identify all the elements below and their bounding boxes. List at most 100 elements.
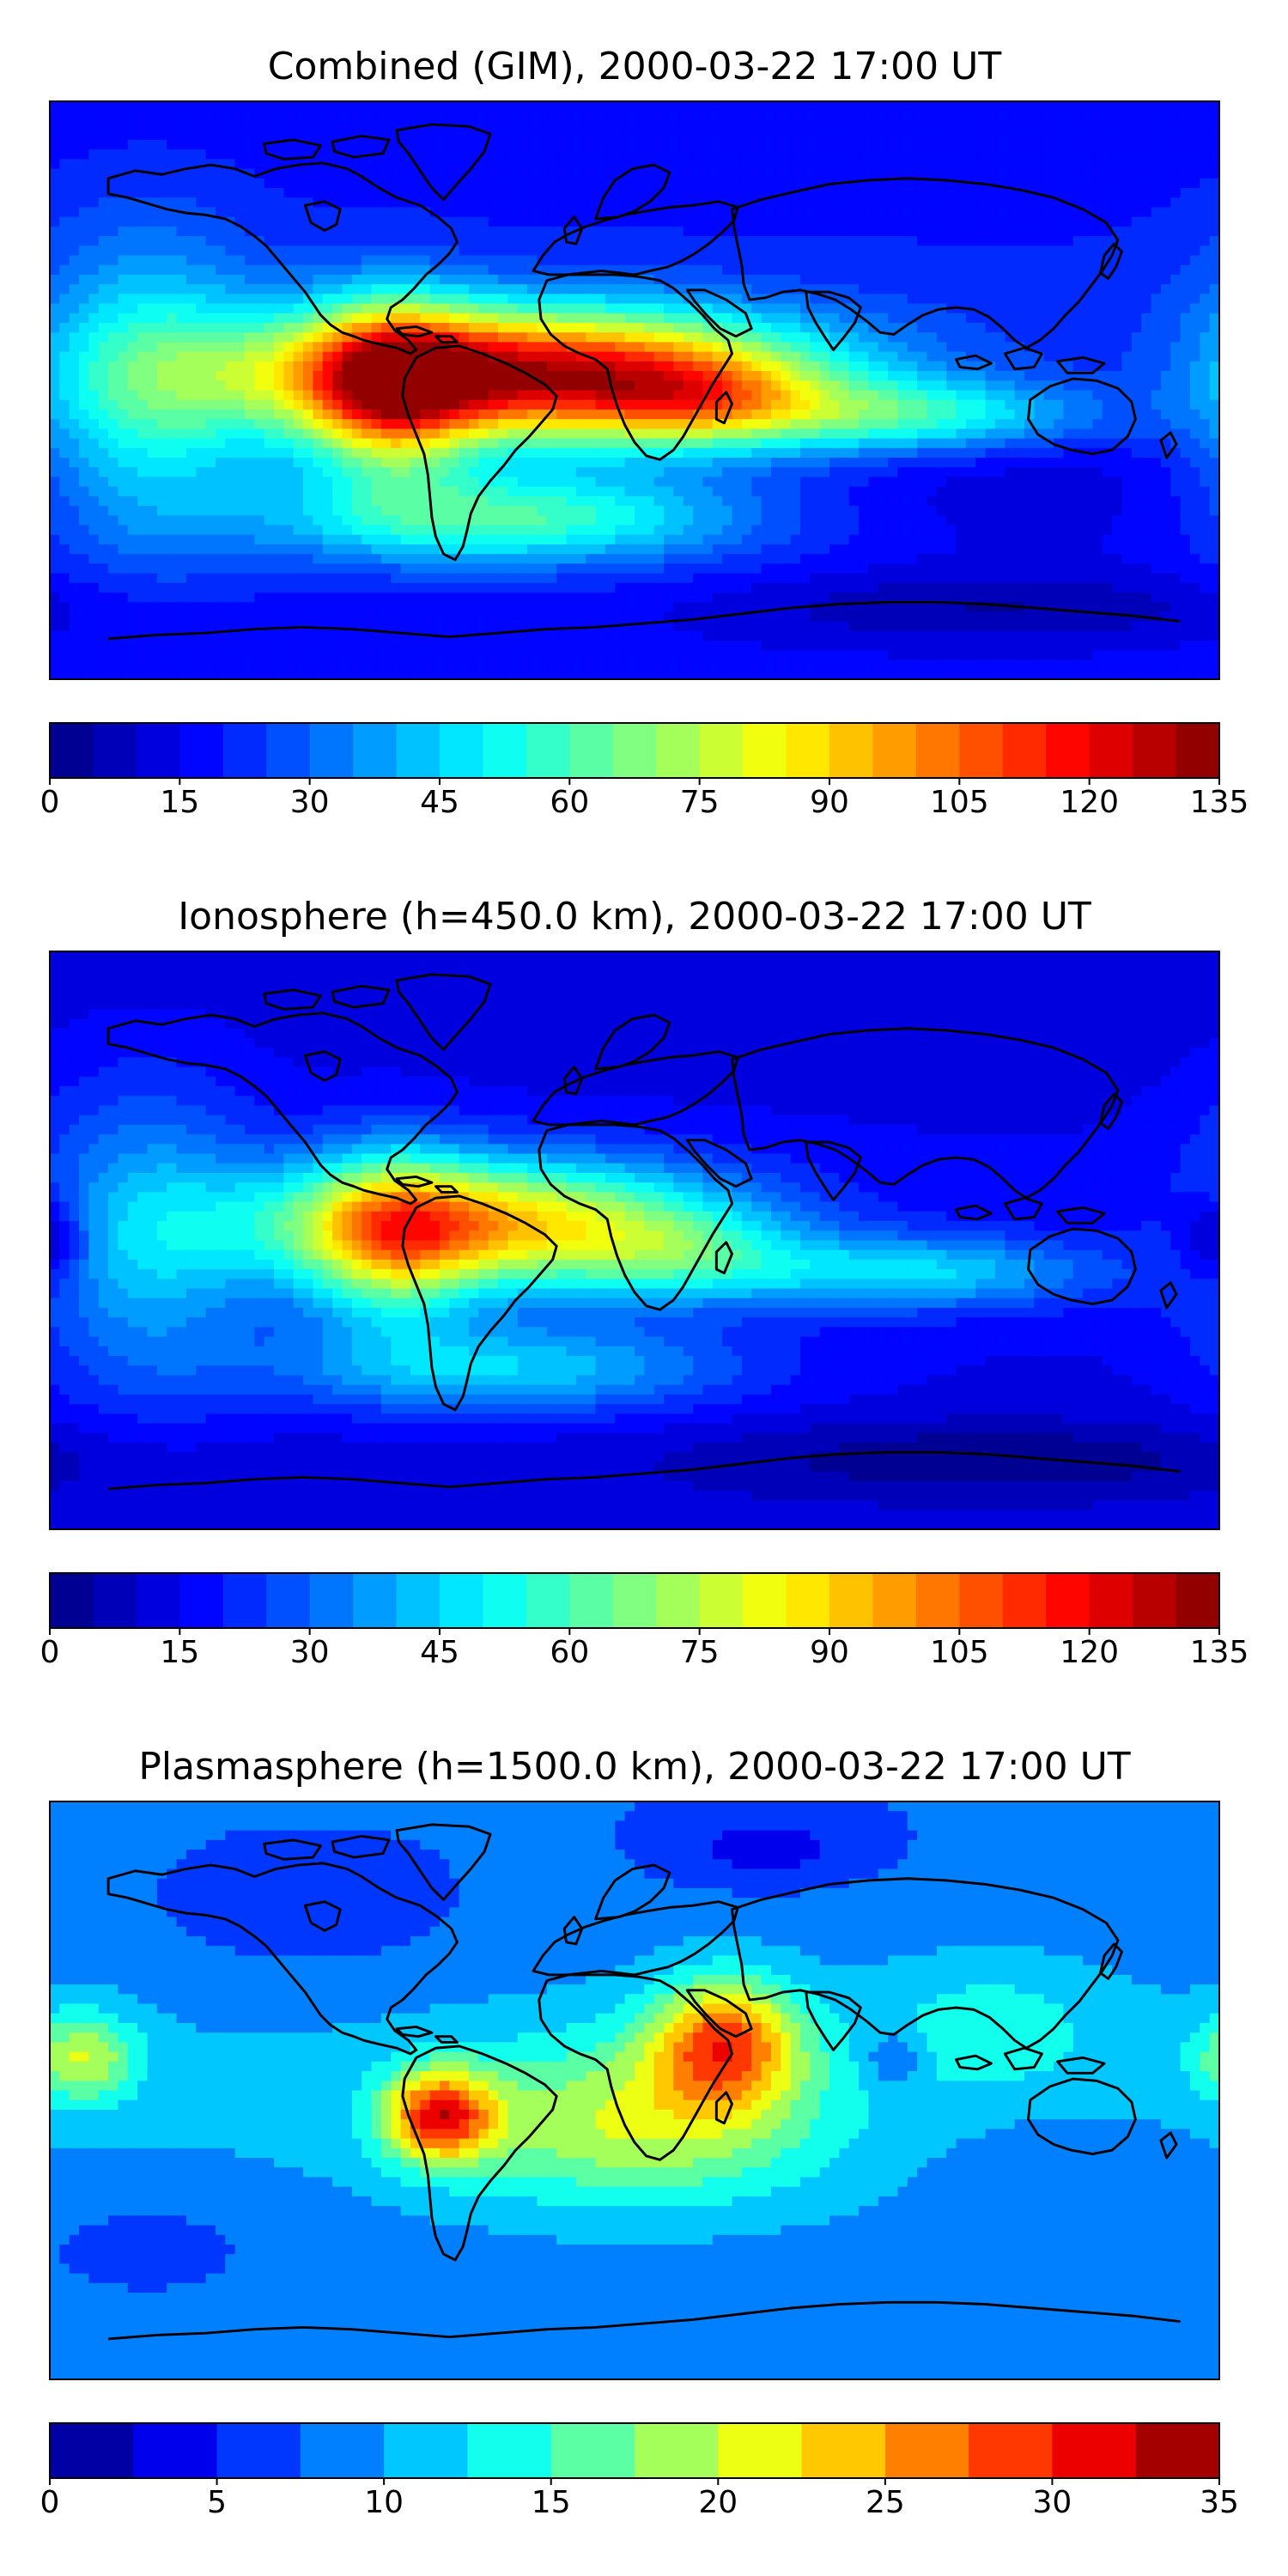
heatmap-cell (264, 207, 275, 218)
heatmap-cell (936, 428, 947, 440)
heatmap-cell (254, 159, 265, 170)
heatmap-cell (1180, 284, 1191, 295)
heatmap-cell (566, 419, 577, 429)
heatmap-cell (351, 284, 362, 295)
heatmap-cell (936, 236, 947, 246)
heatmap-cell (254, 419, 265, 429)
heatmap-cell (781, 342, 792, 353)
heatmap-cell (956, 149, 967, 160)
heatmap-cell (234, 303, 246, 314)
heatmap-cell (965, 246, 976, 257)
heatmap-cell (1151, 380, 1162, 392)
heatmap-cell (994, 236, 1005, 246)
heatmap-cell (185, 178, 197, 189)
heatmap-cell (303, 380, 314, 392)
heatmap-cell (1121, 458, 1133, 468)
heatmap-cell (936, 197, 947, 208)
heatmap-cell (234, 438, 246, 449)
heatmap-cell (605, 458, 616, 468)
heatmap-cell (79, 274, 89, 285)
heatmap-cell (848, 236, 860, 246)
heatmap-cell (1034, 168, 1045, 179)
heatmap-cell (507, 399, 519, 410)
heatmap-cell (624, 264, 635, 276)
heatmap-cell (380, 477, 392, 488)
heatmap-cell (88, 390, 100, 401)
heatmap-cell (624, 447, 635, 459)
heatmap-cell (683, 130, 694, 141)
heatmap-cell (185, 428, 197, 440)
heatmap-cell (673, 322, 684, 333)
heatmap-cell (137, 419, 149, 429)
heatmap-cell (1189, 438, 1200, 449)
heatmap-cell (1054, 467, 1064, 478)
heatmap-cell (741, 207, 752, 218)
heatmap-cell (712, 178, 723, 189)
heatmap-cell (380, 130, 392, 141)
heatmap-cell (975, 419, 987, 429)
heatmap-cell (1092, 409, 1103, 420)
heatmap-cell (98, 477, 109, 488)
heatmap-cell (215, 467, 226, 478)
heatmap-cell (946, 428, 957, 440)
heatmap-cell (624, 159, 635, 170)
heatmap-cell (702, 486, 714, 497)
heatmap-cell (917, 178, 928, 189)
heatmap-cell (1043, 216, 1054, 228)
heatmap-cell (761, 458, 772, 468)
heatmap-cell (683, 477, 694, 488)
heatmap-cell (303, 246, 314, 257)
heatmap-cell (664, 207, 674, 218)
heatmap-cell (829, 486, 840, 497)
heatmap-cell (770, 467, 781, 478)
heatmap-cell (410, 458, 421, 468)
heatmap-cell (118, 101, 129, 112)
heatmap-cell (907, 371, 918, 381)
heatmap-cell (1121, 477, 1133, 488)
heatmap-cell (245, 371, 255, 381)
heatmap-cell (761, 486, 772, 497)
heatmap-cell (635, 226, 645, 237)
heatmap-cell (488, 246, 499, 257)
heatmap-cell (293, 264, 304, 276)
heatmap-cell (635, 495, 645, 507)
heatmap-cell (400, 111, 411, 122)
heatmap-cell (566, 322, 577, 333)
heatmap-cell (741, 342, 752, 353)
heatmap-cell (859, 264, 869, 276)
heatmap-cell (994, 361, 1005, 372)
heatmap-cell (488, 399, 499, 410)
heatmap-cell (1102, 226, 1113, 237)
heatmap-cell (274, 294, 284, 305)
heatmap-cell (1083, 390, 1094, 401)
heatmap-cell (225, 178, 236, 189)
heatmap-cell (566, 399, 577, 410)
heatmap-cell (88, 380, 100, 392)
heatmap-cell (205, 284, 216, 295)
heatmap-cell (254, 409, 265, 420)
heatmap-cell (59, 284, 70, 295)
heatmap-cell (196, 409, 207, 420)
heatmap-cell (975, 342, 987, 353)
heatmap-cell (907, 322, 918, 333)
heatmap-cell (322, 458, 333, 468)
heatmap-cell (751, 332, 762, 343)
heatmap-cell (118, 322, 129, 333)
heatmap-cell (410, 207, 421, 218)
heatmap-cell (361, 428, 373, 440)
heatmap-cell (1131, 216, 1142, 228)
heatmap-cell (400, 313, 411, 324)
heatmap-cell (118, 361, 129, 372)
heatmap-cell (741, 467, 752, 478)
heatmap-cell (1054, 149, 1064, 160)
heatmap-cell (546, 255, 557, 266)
heatmap-cell (1209, 477, 1219, 488)
heatmap-cell (781, 159, 792, 170)
heatmap-cell (478, 486, 489, 497)
heatmap-cell (653, 486, 665, 497)
heatmap-cell (965, 130, 976, 141)
heatmap-cell (878, 399, 889, 410)
heatmap-cell (994, 371, 1005, 381)
heatmap-cell (293, 419, 304, 429)
heatmap-cell (98, 159, 109, 170)
